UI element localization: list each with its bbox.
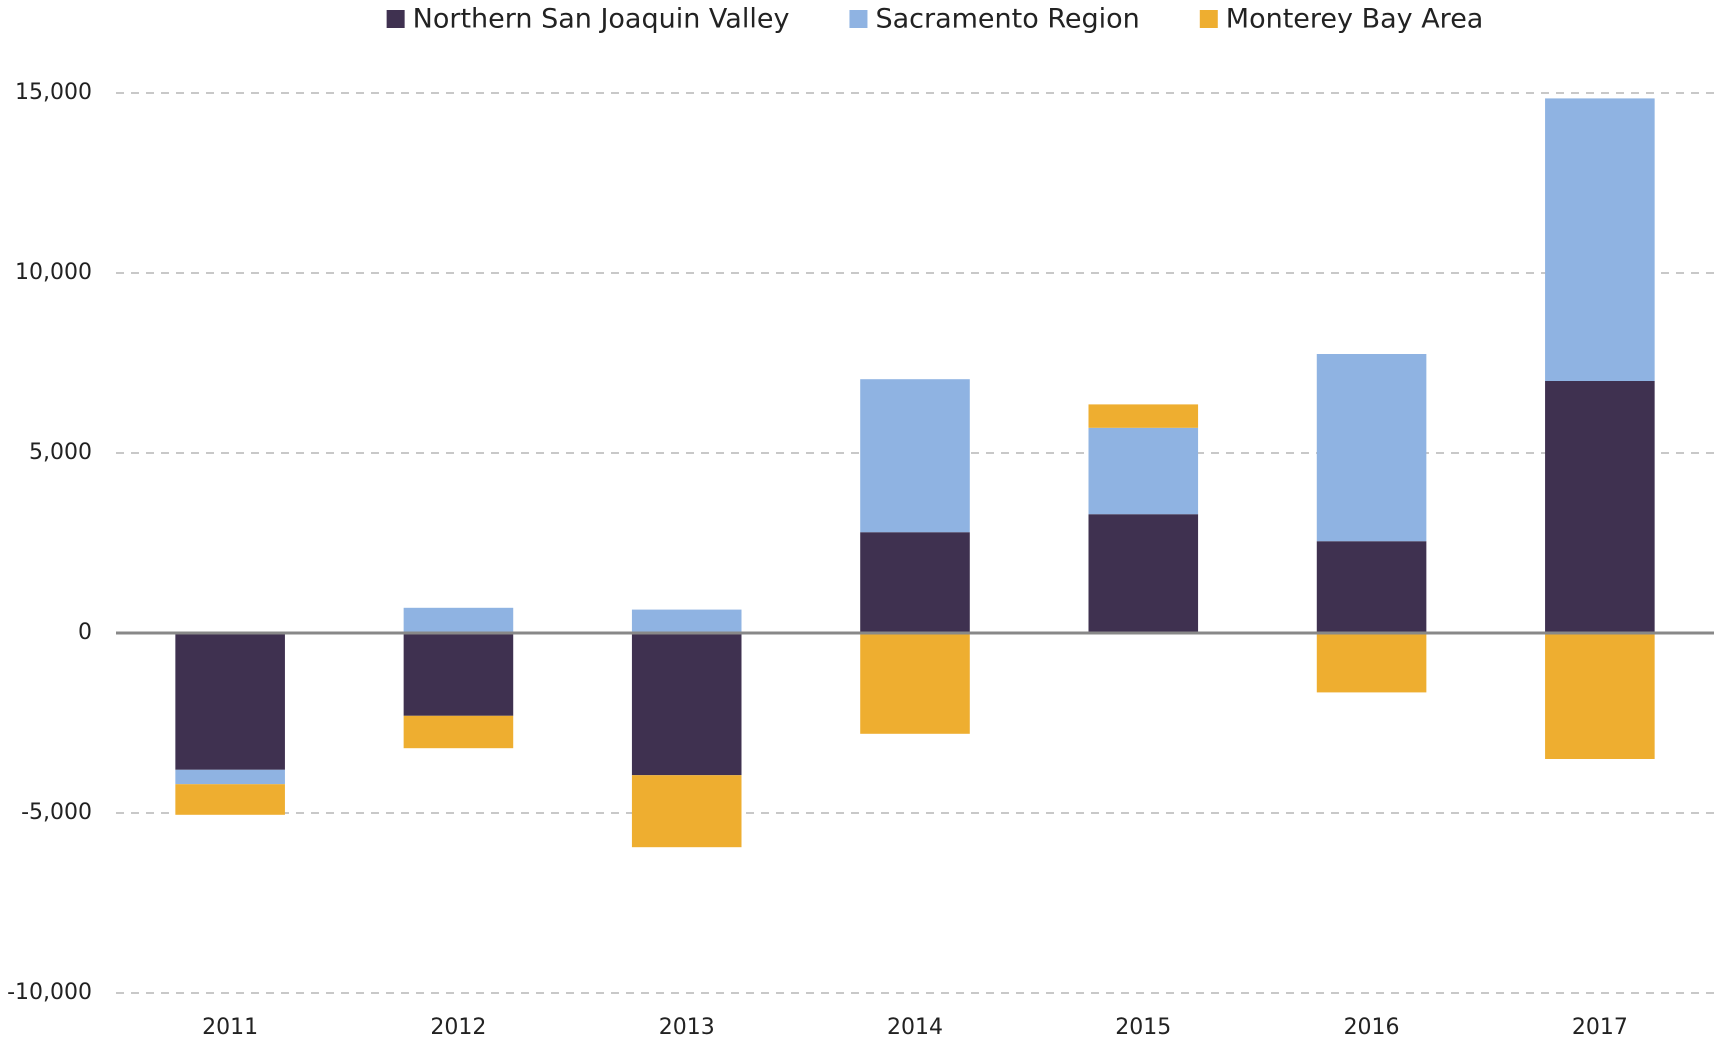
bar-segment	[175, 633, 285, 770]
bar-segment	[1088, 404, 1199, 428]
bar-segment	[860, 379, 970, 533]
bar-segment	[1545, 633, 1655, 759]
x-tick-label: 2016	[1344, 1015, 1400, 1040]
bar-segment	[403, 715, 514, 749]
legend-swatch	[1199, 10, 1218, 28]
x-tick-label: 2015	[1115, 1015, 1171, 1040]
bar-segment	[403, 607, 514, 633]
y-tick-label: -5,000	[21, 800, 92, 825]
bar-segment	[1316, 541, 1427, 633]
bar-segment	[1316, 354, 1427, 542]
bar-segment	[403, 633, 514, 716]
y-tick-label: -10,000	[7, 980, 92, 1005]
x-tick-label: 2012	[430, 1015, 486, 1040]
y-tick-label: 10,000	[15, 260, 92, 285]
bar-segment	[1316, 633, 1427, 693]
bar-segment	[1545, 98, 1655, 382]
bar-segment	[631, 775, 742, 848]
bar-segment	[631, 609, 742, 633]
legend-label: Northern San Joaquin Valley	[413, 4, 790, 35]
y-tick-label: 0	[78, 620, 92, 645]
legend-label: Monterey Bay Area	[1226, 4, 1484, 35]
x-tick-label: 2017	[1572, 1015, 1628, 1040]
y-tick-label: 5,000	[29, 440, 92, 465]
legend-swatch	[849, 10, 868, 28]
x-tick-label: 2014	[887, 1015, 943, 1040]
x-tick-label: 2011	[202, 1015, 258, 1040]
bar-segment	[1545, 381, 1655, 633]
bar-segment	[860, 532, 970, 633]
bar-segment	[1088, 427, 1199, 515]
legend-label: Sacramento Region	[875, 4, 1139, 35]
bar-segment	[175, 784, 285, 815]
x-tick-label: 2013	[659, 1015, 715, 1040]
bar-segment	[1088, 514, 1199, 633]
bar-segment	[860, 633, 970, 734]
bar-segment	[175, 769, 285, 785]
legend-swatch	[386, 10, 405, 28]
y-tick-label: 15,000	[15, 80, 92, 105]
bar-segment	[631, 633, 742, 776]
